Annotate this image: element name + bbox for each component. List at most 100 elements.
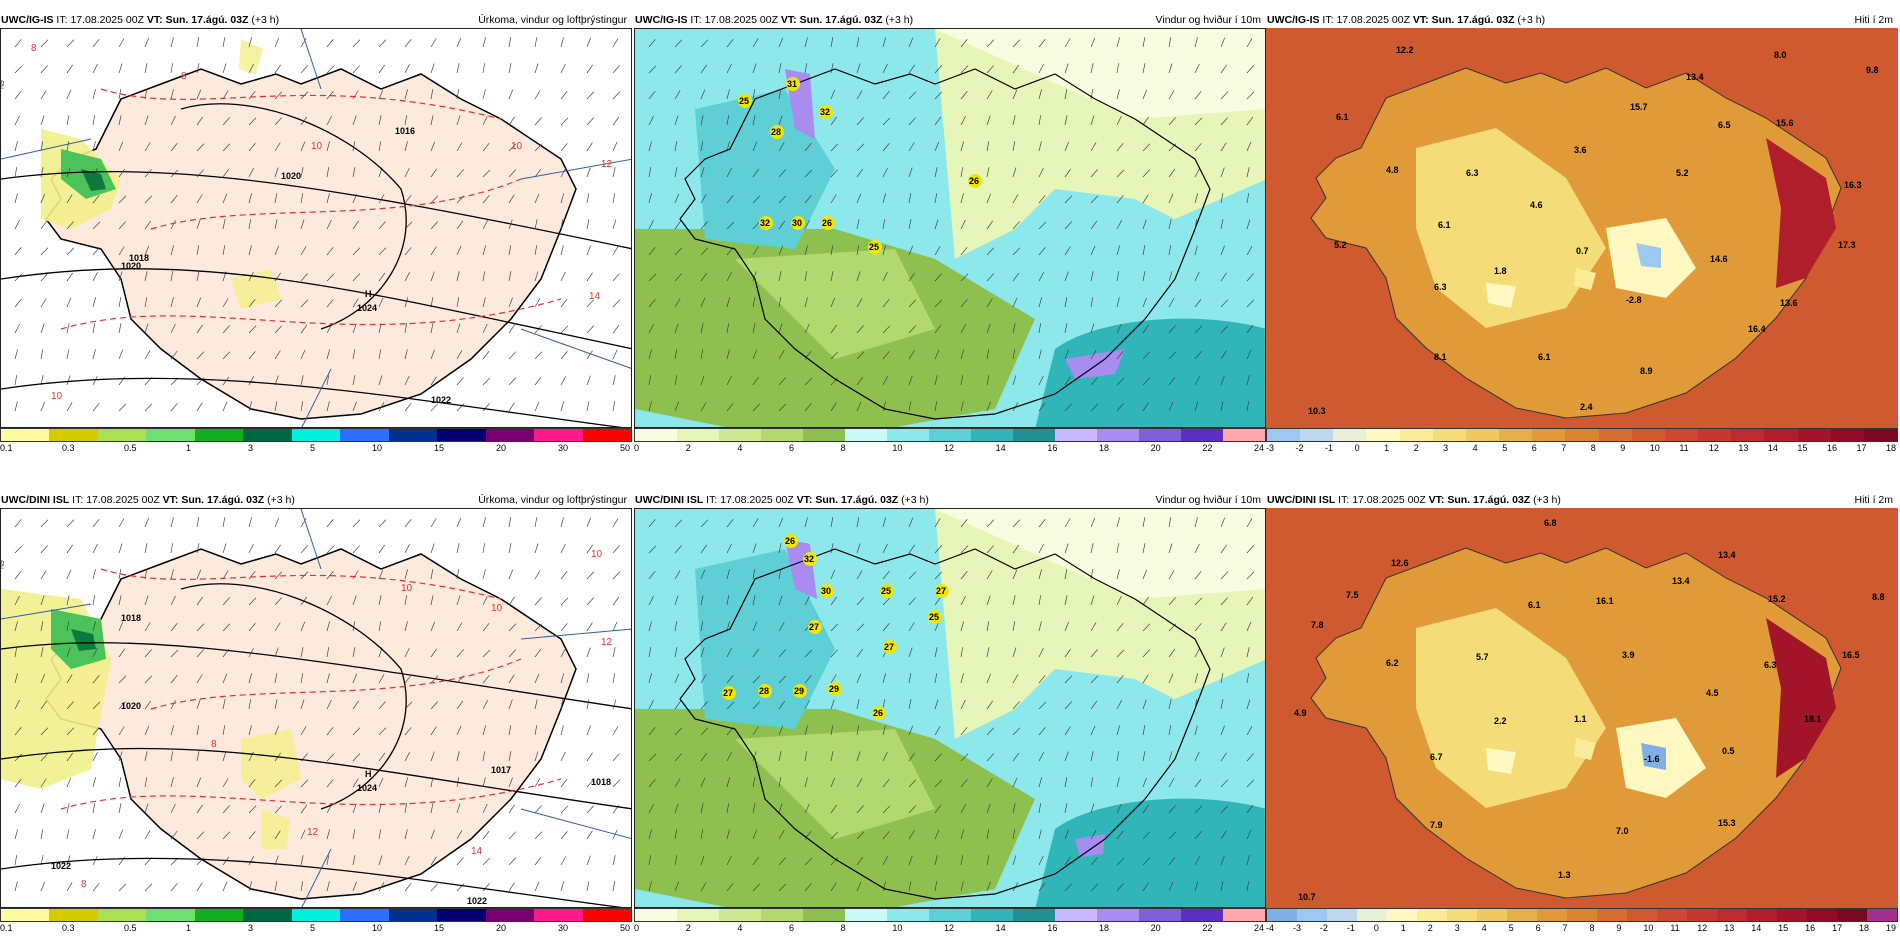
colorbar-tick-label: 16 [1805,923,1816,933]
it-label: IT: [706,494,718,506]
colorbar-tick-label: 22 [1202,923,1213,933]
temp-label: 7.9 [1430,820,1443,830]
colorbar [1266,908,1898,922]
colorbar-tick-label: 20 [496,923,507,933]
colorbar-tick-label: 2 [1413,443,1419,453]
panel-title: Vindur og hviður í 10m [1155,494,1261,506]
colorbar-tick-label: 12 [944,923,955,933]
colorbar-swatch [1097,429,1139,441]
precip-map-svg: H 1024 1017 1018 1020 1018 1022 1022 10 … [1,509,631,907]
colorbar-tick-label: 16 [1047,923,1058,933]
colorbar-tick-label: 0.3 [62,923,75,933]
gust-labels: 31 32 25 28 26 32 30 26 25 [738,77,982,254]
colorbar-swatch [1223,429,1265,441]
colorbar-swatch [1357,909,1387,921]
colorbar-swatch [1,429,50,441]
colorbar-tick-label: 14 [1751,923,1762,933]
temp-label: 1.8 [1494,266,1507,276]
temp-label: 16.5 [1842,650,1860,660]
colorbar-swatch [1139,909,1181,921]
isotherm-label: 10 [591,549,603,560]
colorbar-tick-label: 0.3 [62,443,75,453]
colorbar-swatch [677,429,719,441]
colorbar-swatch [1507,909,1537,921]
temp-label: 6.2 [1386,658,1399,668]
colorbar [634,428,1266,442]
colorbar-swatch [803,429,845,441]
colorbar-swatch [1797,429,1831,441]
gust-label: 32 [820,107,830,117]
colorbar-swatch [1432,429,1466,441]
colorbar-tick-label: 18 [1099,443,1110,453]
temp-label: 6.3 [1764,660,1777,670]
colorbar-tick-label: 3 [1454,923,1460,933]
colorbar-swatch [1807,909,1837,921]
temperature-labels: 6.8 12.6 13.4 7.5 15.2 13.4 8.8 7.8 6.1 … [1294,518,1885,902]
isobar-label: 1022 [467,896,487,906]
colorbar-tick-label: 3 [248,923,254,933]
temp-label: 13.4 [1718,550,1736,560]
colorbar-swatch [1366,429,1400,441]
colorbar-swatch [1837,909,1867,921]
colorbar-tick-label: -2 [1295,443,1304,453]
colorbar-tick-label: 14 [1767,443,1778,453]
isotherm-label: 12 [601,637,613,648]
colorbar-swatch [388,429,438,441]
colorbar-tick-label: 20 [496,443,507,453]
temp-label: 6.1 [1336,112,1349,122]
colorbar [1266,428,1898,442]
panel-temp-bottom: UWC/DINI ISL IT: 17.08.2025 00Z VT: Sun.… [1266,490,1898,952]
colorbar-swatch [1399,429,1433,441]
wind-map-svg: 31 32 25 28 26 32 30 26 25 [635,29,1265,427]
colorbar-swatch [635,429,677,441]
isotherm-label: 8 [211,739,217,750]
isotherm-label: 8 [81,879,87,890]
vt-value: Sun. 17.ágú. 03Z [181,494,265,506]
temp-label: 5.2 [1334,240,1347,250]
colorbar-tick-label: 18 [1099,923,1110,933]
colorbar-tick-label: 11 [1679,443,1689,453]
temp-label: 15.3 [1718,818,1736,828]
isobar-label: 1022 [431,395,451,405]
colorbar-tick-label: -3 [1266,443,1275,453]
colorbar-tick-label: 0 [1354,443,1360,453]
colorbar-tick-label: 17 [1832,923,1843,933]
colorbar-tick-label: 19 [1886,923,1897,933]
colorbar-tick-label: 13 [1738,443,1749,453]
gust-label: 26 [822,218,832,228]
temp-label: 6.3 [1434,282,1447,292]
colorbar-swatch [803,909,845,921]
colorbar-tick-label: 13 [1724,923,1735,933]
panel-header: UWC/IG-IS IT: 17.08.2025 00Z VT: Sun. 17… [1,12,631,28]
temp-label: 8.0 [1774,50,1787,60]
colorbar [0,908,632,922]
panel-temp-top: UWC/IG-IS IT: 17.08.2025 00Z VT: Sun. 17… [1266,10,1898,472]
colorbar-tick-label: -4 [1266,923,1275,933]
colorbar-tick-label: 11 [1670,923,1680,933]
colorbar-swatch [1631,429,1665,441]
temp-label: 1.3 [1558,870,1571,880]
colorbar-tick-label: 0.1 [0,443,13,453]
temp-label: 8.8 [1872,592,1885,602]
colorbar-swatch [1139,429,1181,441]
colorbar-ticks: 0.1 0.3 0.5 1 3 5 10 15 20 30 50 [0,923,632,935]
temp-label: 6.1 [1538,352,1551,362]
temp-label: -1.6 [1644,754,1660,764]
vt-label: VT: [162,494,179,506]
panel-header: UWC/DINI ISL IT: 17.08.2025 00Z VT: Sun.… [635,492,1265,508]
colorbar-tick-label: -1 [1325,443,1334,453]
temp-label: 4.8 [1386,165,1399,175]
it-label: IT: [72,494,84,506]
colorbar-tick-label: 10 [1649,443,1660,453]
isotherm-label: 12 [307,827,319,838]
temp-label: 16.1 [1596,596,1614,606]
colorbar-tick-label: 17 [1856,443,1867,453]
colorbar-swatch [291,909,341,921]
isotherm-label: 14 [471,846,483,857]
lead-time: (+3 h) [251,14,280,26]
it-label: IT: [690,14,702,26]
colorbar [0,428,632,442]
colorbar-tick-label: 20 [1150,443,1161,453]
colorbar-swatch [929,909,971,921]
colorbar-tick-label: 30 [558,443,569,453]
